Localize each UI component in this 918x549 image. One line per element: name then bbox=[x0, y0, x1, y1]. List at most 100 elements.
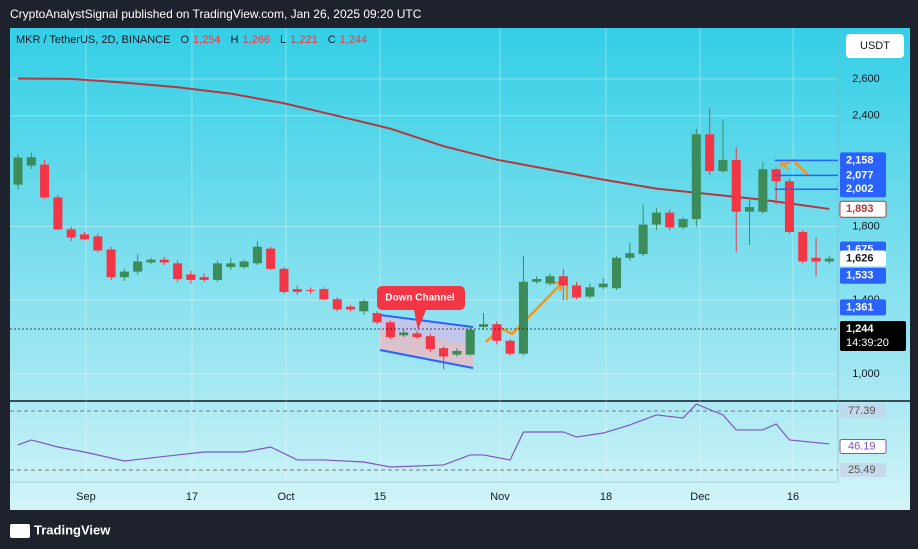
candle-body bbox=[824, 258, 834, 262]
price-label-box bbox=[839, 200, 887, 218]
candle-body bbox=[159, 259, 169, 263]
price-label: 2,002 bbox=[846, 183, 874, 195]
chart-background bbox=[10, 28, 910, 510]
candle-body bbox=[518, 281, 528, 354]
candle-body bbox=[479, 324, 489, 327]
brand: TradingView bbox=[34, 522, 111, 537]
callout bbox=[377, 286, 465, 330]
candle-body bbox=[412, 333, 422, 338]
price-label-box bbox=[840, 267, 886, 284]
ohlc-key: C bbox=[327, 34, 336, 46]
price-label: 1,626 bbox=[846, 252, 874, 264]
header-text: CryptoAnalystSignal published on Trading… bbox=[10, 7, 422, 21]
candle-body bbox=[119, 271, 129, 278]
currency-label[interactable]: USDT bbox=[860, 40, 890, 52]
rsi-last-box bbox=[839, 438, 887, 454]
x-tick-label: Sep bbox=[76, 491, 96, 503]
countdown: 14:39:20 bbox=[846, 337, 889, 349]
price-label: 1,244 bbox=[846, 323, 874, 335]
ohlc-key: H bbox=[230, 34, 239, 46]
candle-body bbox=[359, 301, 369, 312]
candle-body bbox=[385, 322, 395, 338]
moving-average bbox=[17, 77, 830, 210]
candle-body bbox=[545, 276, 555, 284]
candle-body bbox=[558, 276, 568, 286]
price-label: 1,533 bbox=[846, 270, 874, 282]
candle-body bbox=[798, 231, 808, 262]
channel-fill-upper bbox=[380, 315, 473, 345]
brand-logo bbox=[10, 524, 30, 538]
candle-body bbox=[146, 259, 156, 263]
ohlc-value: 1,244 bbox=[339, 34, 368, 46]
candle-body bbox=[439, 348, 449, 357]
candle-body bbox=[186, 274, 196, 280]
x-tick-label: 18 bbox=[600, 491, 612, 503]
callout-text: Down Channel bbox=[385, 293, 455, 304]
candle-body bbox=[758, 169, 768, 212]
marks bbox=[10, 77, 838, 468]
candle-body bbox=[731, 160, 741, 212]
x-tick-label: 16 bbox=[787, 491, 799, 503]
candle-body bbox=[199, 277, 209, 280]
rsi-line bbox=[17, 403, 830, 468]
candle-body bbox=[292, 289, 302, 292]
price-label-box bbox=[840, 152, 886, 169]
drawings: Down Channel bbox=[377, 158, 809, 369]
candle-body bbox=[505, 340, 515, 354]
price-label-box bbox=[840, 250, 886, 267]
candle-body bbox=[425, 336, 435, 350]
candle-body bbox=[332, 299, 342, 310]
price-label: 1,361 bbox=[846, 301, 874, 313]
candle-body bbox=[784, 181, 794, 232]
candle-body bbox=[252, 246, 262, 264]
price-label-box bbox=[840, 299, 886, 316]
candle-body bbox=[638, 224, 648, 255]
ohlc-key: L bbox=[280, 34, 287, 46]
candle-body bbox=[745, 207, 755, 212]
rsi-band-label-box bbox=[840, 462, 886, 477]
trend-marker bbox=[779, 159, 789, 171]
price-label-box bbox=[840, 320, 906, 351]
candle-body bbox=[598, 283, 608, 288]
rsi-band-label: 25.49 bbox=[848, 464, 876, 476]
ohlc-key: O bbox=[180, 34, 190, 46]
candle-body bbox=[492, 324, 502, 341]
y-tick-label: 1,000 bbox=[852, 368, 880, 380]
price-label: 2,158 bbox=[846, 154, 874, 166]
ohlc-value: 1,221 bbox=[290, 34, 318, 46]
y-tick-label: 2,400 bbox=[852, 110, 880, 122]
candle-body bbox=[665, 212, 675, 228]
candle-body bbox=[306, 290, 316, 292]
candle-body bbox=[79, 234, 90, 240]
ohlc-value: 1,254 bbox=[193, 34, 221, 46]
candle-body bbox=[279, 268, 289, 292]
x-tick-label: Nov bbox=[490, 491, 510, 503]
price-label: 1,893 bbox=[846, 203, 874, 215]
price-label-box bbox=[840, 167, 886, 184]
rsi-last-label: 46.19 bbox=[848, 440, 876, 452]
candle-body bbox=[465, 329, 475, 355]
y-tick-label: 2,600 bbox=[852, 73, 880, 85]
candle-body bbox=[212, 263, 223, 280]
candle-body bbox=[40, 164, 50, 198]
candle-body bbox=[585, 287, 595, 297]
candle-body bbox=[66, 229, 76, 238]
candle-body bbox=[372, 313, 382, 323]
ohlc-value: 1,266 bbox=[242, 34, 271, 46]
candle-body bbox=[13, 157, 23, 185]
axis-labels: 2,6002,4001,8001,4001,000Sep17Oct15Nov18… bbox=[76, 73, 906, 503]
candle-body bbox=[106, 249, 116, 278]
x-tick-label: 17 bbox=[186, 491, 198, 503]
rsi-band-label-box bbox=[840, 403, 886, 418]
candle-body bbox=[691, 134, 701, 220]
candle-body bbox=[651, 212, 661, 225]
currency-button[interactable] bbox=[846, 34, 904, 58]
candle-body bbox=[93, 236, 103, 251]
candle-body bbox=[612, 257, 622, 289]
channel-line bbox=[379, 314, 474, 328]
candle-body bbox=[226, 263, 236, 268]
candle-body bbox=[173, 263, 183, 280]
candle-body bbox=[26, 157, 36, 166]
